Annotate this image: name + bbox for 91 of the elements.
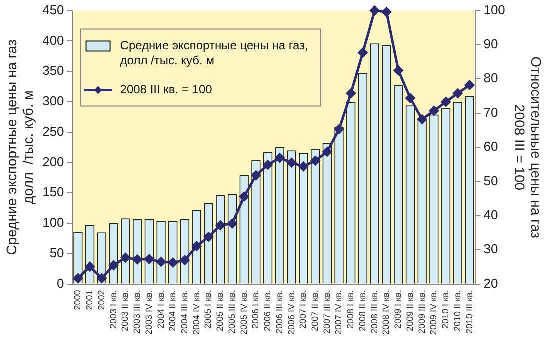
- x-tick-label: 2003 IV кв.: [144, 290, 154, 336]
- point: [73, 274, 83, 284]
- x-tick-label: 2005 III кв.: [226, 290, 237, 334]
- x-tick-label: 2004 II кв.: [168, 290, 178, 332]
- point: [204, 232, 214, 242]
- y2-tick-label: 60: [484, 139, 498, 154]
- point: [240, 192, 250, 202]
- y2-tick-label: 80: [484, 70, 498, 86]
- x-tick-label: 2003 II кв.: [120, 290, 130, 332]
- x-tick-label: 2003 III кв.: [132, 290, 142, 334]
- point: [287, 158, 297, 168]
- x-tick-label: 2006 I кв.: [250, 290, 261, 330]
- legend-label: 2008 III кв. = 100: [120, 82, 213, 97]
- x-tick-label: 2005 IV кв.: [238, 290, 249, 336]
- x-tick-label: 2005 I кв.: [203, 290, 214, 330]
- x-tick-label: 2005 II кв.: [215, 290, 226, 332]
- x-tick-label: 2009 I кв.: [393, 290, 404, 330]
- x-tick-label: 2008 III кв.: [369, 290, 380, 334]
- y-tick-label: 350: [42, 63, 64, 78]
- x-tick-label: 2010 I кв.: [440, 290, 451, 330]
- x-tick-label: 2007 III кв.: [322, 290, 332, 334]
- point: [192, 242, 202, 252]
- x-tick-label: 2004 III кв.: [179, 290, 190, 334]
- x-tick-label: 2001: [84, 290, 95, 310]
- point: [168, 258, 178, 268]
- x-tick-label: 2009 II кв.: [404, 290, 415, 332]
- point: [132, 254, 142, 264]
- x-tick-label: 2008 II кв.: [357, 290, 368, 332]
- x-tick-label: 2008 I кв.: [346, 290, 356, 330]
- point: [358, 48, 368, 58]
- point: [429, 106, 439, 116]
- y-tick-label: 0: [57, 276, 64, 291]
- point: [263, 160, 273, 170]
- point: [85, 262, 95, 272]
- y-tick-label: 200: [42, 154, 64, 170]
- point: [216, 220, 226, 230]
- y-tick-label: 450: [42, 2, 64, 18]
- point: [418, 114, 428, 124]
- y2-tick-label: 100: [484, 2, 506, 18]
- y2-tick-label: 30: [484, 242, 498, 257]
- y-tick-label: 150: [42, 184, 64, 200]
- x-tick-label: 2006 IV кв.: [286, 290, 296, 336]
- x-tick-label: 2010 II кв.: [452, 290, 462, 332]
- point: [453, 88, 463, 98]
- x-tick-label: 2000: [72, 290, 83, 310]
- point: [97, 274, 107, 284]
- point: [406, 94, 416, 104]
- point: [180, 256, 190, 266]
- y2-tick-label: 40: [484, 207, 498, 222]
- x-tick-label: 2003 I кв.: [108, 290, 118, 330]
- point: [275, 153, 285, 163]
- y-tick-label: 300: [42, 94, 64, 109]
- y2-tick-label: 70: [484, 104, 498, 120]
- point: [370, 6, 380, 16]
- x-tick-label: 2009 III кв.: [416, 290, 427, 334]
- x-tick-label: 2004 IV кв.: [191, 290, 202, 336]
- y-axis-title: Средние экспортные цены на газ долл /тыс. куб. м: [3, 40, 36, 256]
- point: [144, 254, 154, 264]
- y2-tick-label: 90: [484, 36, 498, 52]
- x-tick-label: 2008 IV кв.: [381, 290, 392, 336]
- y-tick-label: 400: [42, 32, 64, 48]
- point: [394, 66, 404, 76]
- point: [298, 162, 308, 172]
- y2-tick-label: 50: [484, 173, 498, 188]
- x-tick-label: 2006 II кв.: [262, 290, 273, 332]
- y-tick-label: 250: [42, 124, 64, 139]
- x-tick-label: 2006 III кв.: [274, 290, 284, 334]
- point: [228, 219, 238, 229]
- point: [120, 253, 130, 263]
- point: [251, 170, 261, 180]
- point: [346, 88, 356, 98]
- point: [156, 257, 166, 267]
- x-tick-label: 2007 II кв.: [310, 290, 320, 332]
- y2-axis-title: Относительные цены на газ 2008 III = 100: [512, 56, 545, 238]
- point: [334, 124, 344, 134]
- point: [441, 97, 451, 107]
- point: [382, 7, 392, 17]
- point: [465, 80, 475, 90]
- y2-tick-label: 20: [484, 276, 498, 291]
- point: [109, 260, 119, 270]
- y-tick-label: 100: [42, 215, 64, 230]
- x-tick-label: 2002: [96, 290, 106, 310]
- legend-label: Средние экспортные цены на газ, долл /тыс. куб. м: [120, 38, 308, 68]
- x-tick-label: 2007 IV кв.: [334, 290, 344, 336]
- x-tick-label: 2004 I кв.: [156, 290, 166, 330]
- x-tick-label: 2007 I кв.: [298, 290, 308, 330]
- point: [322, 147, 332, 157]
- y-tick-label: 50: [50, 245, 64, 260]
- point: [310, 156, 320, 166]
- x-tick-label: 2010 III кв.: [464, 290, 474, 334]
- x-tick-label: 2009 IV кв.: [428, 290, 439, 336]
